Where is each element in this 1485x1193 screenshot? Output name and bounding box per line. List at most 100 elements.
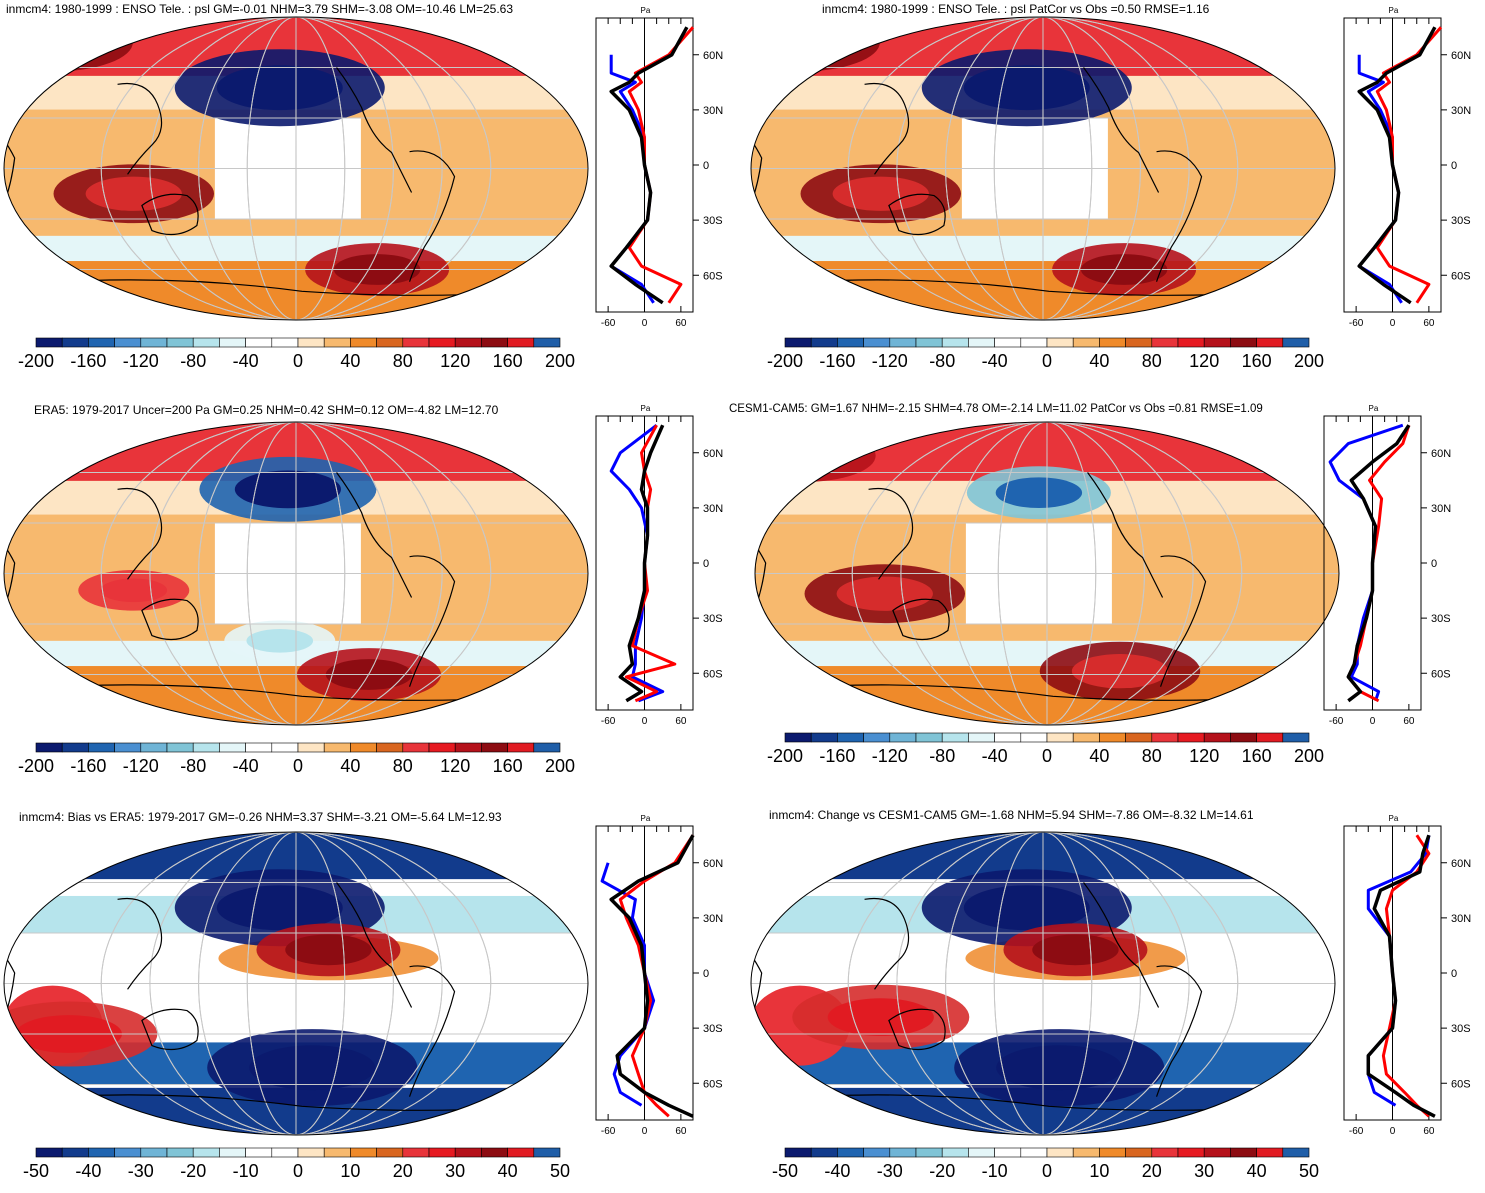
colorbar-label: 0 <box>1042 746 1052 766</box>
map-change <box>749 830 1337 1137</box>
colorbar-label: -40 <box>233 756 259 776</box>
colorbar-cell <box>36 338 62 347</box>
colorbar-label: -50 <box>772 1161 798 1181</box>
colorbar-cell <box>1178 733 1204 742</box>
colorbar-cell <box>324 1148 350 1157</box>
profile-unit: Pa <box>641 814 651 823</box>
y-tick-label: 30N <box>703 105 723 117</box>
colorbar-cell <box>1230 338 1256 347</box>
colorbar-cell <box>193 338 219 347</box>
y-tick-label: 60S <box>1431 668 1451 680</box>
colorbar-cell <box>534 1148 560 1157</box>
y-tick-label: 60N <box>703 50 723 62</box>
series-other <box>611 425 663 701</box>
anomaly-core <box>217 65 343 110</box>
profile-unit: Pa <box>1389 814 1399 823</box>
colorbar-label: -160 <box>819 746 855 766</box>
y-tick-label: 30S <box>1431 613 1451 625</box>
x-tick-label: 60 <box>675 716 687 727</box>
colorbar-cell <box>298 743 324 752</box>
colorbar-cell <box>219 338 245 347</box>
profile-unit: Pa <box>1389 6 1399 15</box>
colorbar-label: 120 <box>1189 746 1219 766</box>
colorbar-label: 40 <box>1089 351 1109 371</box>
panel-title: ERA5: 1979-2017 Uncer=200 Pa GM=0.25 NHM… <box>34 403 498 417</box>
colorbar-cell <box>785 1148 811 1157</box>
x-tick-label: -60 <box>1329 716 1344 727</box>
colorbar-label: 40 <box>340 351 360 371</box>
colorbar-cell <box>864 1148 890 1157</box>
panel-title: inmcm4: 1980-1999 : ENSO Tele. : psl GM=… <box>6 2 513 16</box>
anomaly-core <box>833 177 929 211</box>
series-other <box>1368 835 1429 1105</box>
colorbar-cell <box>1178 1148 1204 1157</box>
y-tick-label: 60N <box>1431 448 1451 460</box>
colorbar-label: 0 <box>1042 1161 1052 1181</box>
colorbar-cell <box>968 733 994 742</box>
map-era5 <box>2 420 590 727</box>
colorbar-cell <box>968 338 994 347</box>
colorbar-cell <box>534 338 560 347</box>
map-cesm <box>753 420 1341 727</box>
colorbar-cell <box>1073 338 1099 347</box>
colorbar-cell <box>1257 338 1283 347</box>
colorbar-cell <box>219 1148 245 1157</box>
colorbar-cell <box>219 743 245 752</box>
anomaly-core <box>828 998 934 1036</box>
anomaly-core <box>100 578 167 602</box>
colorbar-cell <box>141 1148 167 1157</box>
x-tick-label: 0 <box>642 716 648 727</box>
colorbar-label: -80 <box>929 746 955 766</box>
colorbar-label: -120 <box>872 351 908 371</box>
y-tick-label: 30N <box>703 503 723 515</box>
y-tick-label: 30S <box>1451 215 1471 227</box>
colorbar-label: 40 <box>1247 1161 1267 1181</box>
colorbar-cell <box>1257 1148 1283 1157</box>
colorbar-cell <box>508 1148 534 1157</box>
anomaly-core <box>964 885 1090 930</box>
y-tick-label: 30N <box>1431 503 1451 515</box>
map-model-enso <box>2 15 590 322</box>
map-model-patcor <box>749 15 1337 322</box>
x-tick-label: 0 <box>1390 1126 1396 1137</box>
colorbar-cell <box>62 338 88 347</box>
colorbar-cell <box>811 1148 837 1157</box>
colorbar-cell <box>1073 733 1099 742</box>
x-tick-label: -60 <box>1349 1126 1364 1137</box>
colorbar-cell <box>1126 338 1152 347</box>
series-model <box>626 425 675 701</box>
colorbar-cell <box>1230 1148 1256 1157</box>
colorbar-cell <box>916 733 942 742</box>
colorbar-cell <box>481 338 507 347</box>
colorbar-label: 10 <box>340 1161 360 1181</box>
colorbar-label: 0 <box>293 1161 303 1181</box>
y-tick-label: 30S <box>1451 1023 1471 1035</box>
colorbar-label: -40 <box>824 1161 850 1181</box>
colorbar-label: 80 <box>393 756 413 776</box>
anomaly-core <box>752 25 848 59</box>
colorbar-cell <box>272 338 298 347</box>
y-tick-label: 0 <box>1431 558 1437 570</box>
colorbar-cell <box>811 338 837 347</box>
colorbar-cell <box>115 743 141 752</box>
colorbar-cell <box>403 338 429 347</box>
colorbar-label: 10 <box>1089 1161 1109 1181</box>
y-tick-label: 0 <box>703 968 709 980</box>
colorbar-cell <box>193 1148 219 1157</box>
anomaly-core <box>996 477 1082 508</box>
x-tick-label: -60 <box>1349 318 1364 329</box>
colorbar-cell <box>785 338 811 347</box>
colorbar-label: -160 <box>819 351 855 371</box>
colorbar-label: -120 <box>872 746 908 766</box>
colorbar-label: -40 <box>982 351 1008 371</box>
anomaly-core <box>837 577 933 611</box>
colorbar-label: -10 <box>233 1161 259 1181</box>
colorbar-cell <box>403 1148 429 1157</box>
